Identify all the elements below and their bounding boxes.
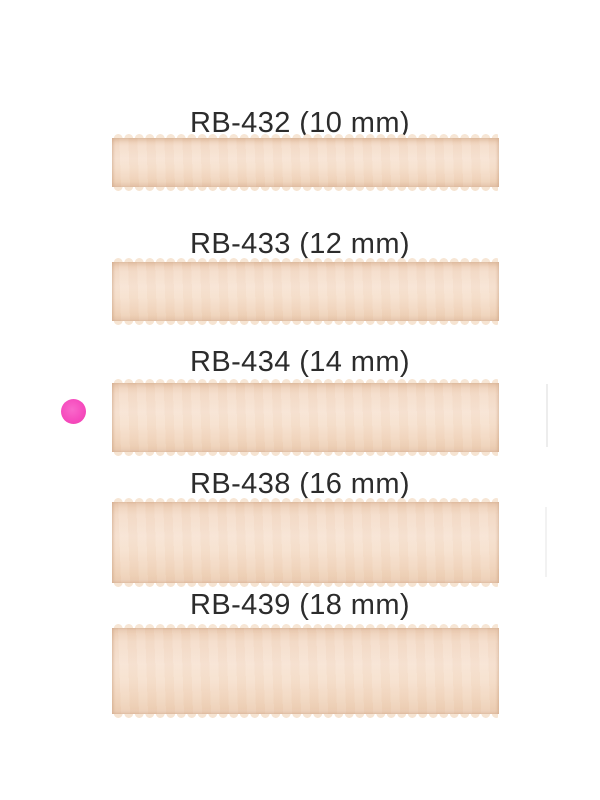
product-label-rb433: RB-433 (12 mm) xyxy=(190,228,410,260)
product-label-rb438: RB-438 (16 mm) xyxy=(190,468,410,500)
strap-swatch-14mm xyxy=(112,378,499,457)
strap-swatch-12mm xyxy=(112,257,499,326)
faint-edge-line xyxy=(545,507,547,577)
product-label-rb439: RB-439 (18 mm) xyxy=(190,589,410,621)
pink-color-dot-marker[interactable] xyxy=(61,399,86,424)
strap-swatch-16mm xyxy=(112,497,499,588)
product-label-rb434: RB-434 (14 mm) xyxy=(190,346,410,378)
faint-edge-line xyxy=(546,384,548,447)
product-label-rb432: RB-432 (10 mm) xyxy=(190,107,410,139)
strap-swatch-10mm xyxy=(112,133,499,192)
strap-swatch-18mm xyxy=(112,623,499,719)
